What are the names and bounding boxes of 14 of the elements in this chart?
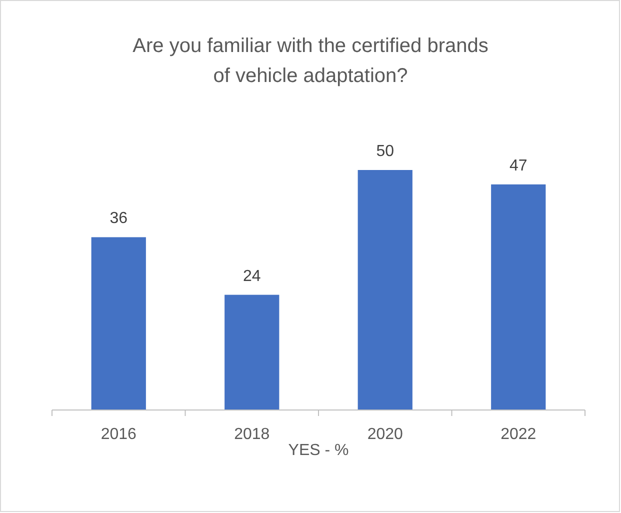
chart-title: Are you familiar with the certified brands of vehicle adaptation? [132, 35, 488, 87]
data-label: 50 [376, 143, 394, 160]
x-tick-label: 2018 [234, 426, 270, 443]
bar [91, 237, 146, 410]
x-tick-label: 2022 [500, 426, 536, 443]
bar [358, 170, 412, 410]
x-tick-label: 2020 [367, 426, 404, 443]
data-label: 24 [242, 268, 261, 285]
x-axis-title: YES - % [288, 442, 349, 459]
data-label: 36 [110, 210, 128, 228]
x-tick-label: 2016 [100, 426, 137, 443]
bar [224, 294, 280, 410]
bar [491, 184, 546, 410]
data-label: 47 [509, 157, 528, 174]
